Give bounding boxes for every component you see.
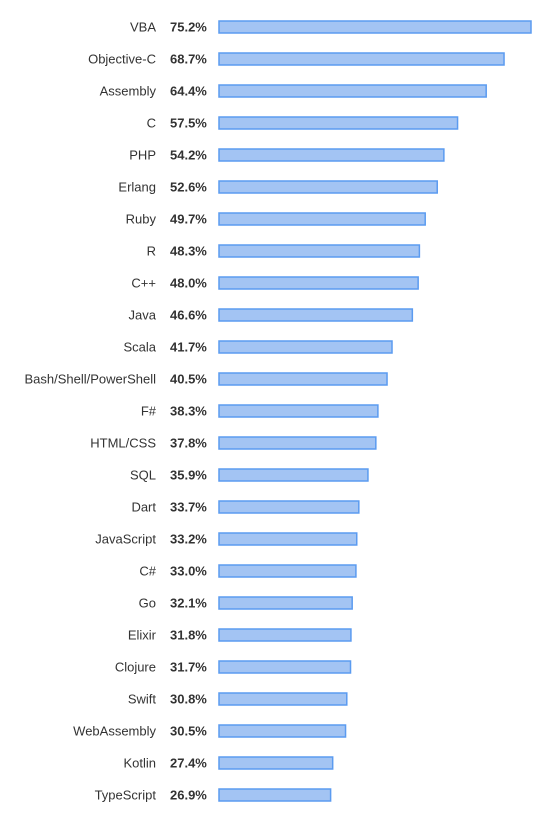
value-label: 68.7% bbox=[170, 52, 207, 67]
value-label: 30.8% bbox=[170, 692, 207, 707]
category-label: Bash/Shell/PowerShell bbox=[24, 372, 156, 387]
value-label: 48.0% bbox=[170, 276, 207, 291]
chart-rows: VBA 75.2% Objective-C 68.7% Assembly 64.4% C 57… bbox=[24, 20, 532, 803]
value-label: 27.4% bbox=[170, 756, 207, 771]
value-label: 31.8% bbox=[170, 628, 207, 643]
bar bbox=[218, 724, 347, 738]
category-label: Ruby bbox=[126, 212, 157, 227]
bar bbox=[218, 660, 352, 674]
bar bbox=[218, 84, 487, 98]
bar bbox=[218, 532, 358, 546]
bar bbox=[218, 20, 532, 34]
category-label: F# bbox=[141, 404, 157, 419]
value-label: 41.7% bbox=[170, 340, 207, 355]
category-label: Java bbox=[129, 308, 157, 323]
category-label: C++ bbox=[131, 276, 156, 291]
bar bbox=[218, 148, 445, 162]
value-label: 57.5% bbox=[170, 116, 207, 131]
bar bbox=[218, 596, 353, 610]
value-label: 48.3% bbox=[170, 244, 207, 259]
bar bbox=[218, 404, 379, 418]
bar bbox=[218, 276, 419, 290]
value-label: 38.3% bbox=[170, 404, 207, 419]
bar bbox=[218, 788, 332, 802]
value-label: 52.6% bbox=[170, 180, 207, 195]
bar bbox=[218, 308, 414, 322]
value-label: 54.2% bbox=[170, 148, 207, 163]
value-label: 40.5% bbox=[170, 372, 207, 387]
bar bbox=[218, 564, 357, 578]
category-label: Elixir bbox=[128, 628, 157, 643]
category-label: Assembly bbox=[100, 84, 157, 99]
category-label: Scala bbox=[123, 340, 156, 355]
category-label: WebAssembly bbox=[73, 724, 156, 739]
bar bbox=[218, 372, 388, 386]
value-label: 33.0% bbox=[170, 564, 207, 579]
bar bbox=[218, 116, 459, 130]
value-label: 33.2% bbox=[170, 532, 207, 547]
value-label: 49.7% bbox=[170, 212, 207, 227]
bar bbox=[218, 52, 505, 66]
category-label: Kotlin bbox=[123, 756, 156, 771]
category-label: VBA bbox=[130, 20, 156, 35]
category-label: JavaScript bbox=[95, 532, 156, 547]
bar bbox=[218, 436, 377, 450]
bar bbox=[218, 340, 393, 354]
value-label: 37.8% bbox=[170, 436, 207, 451]
bar bbox=[218, 628, 352, 642]
category-label: Swift bbox=[128, 692, 157, 707]
category-label: PHP bbox=[129, 148, 156, 163]
category-label: Clojure bbox=[115, 660, 156, 675]
bar bbox=[218, 468, 369, 482]
bar bbox=[218, 212, 426, 226]
bar bbox=[218, 692, 348, 706]
value-label: 26.9% bbox=[170, 788, 207, 803]
bar bbox=[218, 756, 334, 770]
value-label: 75.2% bbox=[170, 20, 207, 35]
value-label: 30.5% bbox=[170, 724, 207, 739]
category-label: Erlang bbox=[118, 180, 156, 195]
value-label: 35.9% bbox=[170, 468, 207, 483]
category-label: Objective-C bbox=[88, 52, 156, 67]
category-label: HTML/CSS bbox=[90, 436, 156, 451]
category-label: Go bbox=[139, 596, 156, 611]
bar bbox=[218, 180, 438, 194]
bar bbox=[218, 500, 360, 514]
category-label: TypeScript bbox=[95, 788, 157, 803]
value-label: 33.7% bbox=[170, 500, 207, 515]
category-label: Dart bbox=[131, 500, 156, 515]
category-label: C# bbox=[139, 564, 156, 579]
category-label: SQL bbox=[130, 468, 156, 483]
category-label: R bbox=[147, 244, 156, 259]
value-label: 32.1% bbox=[170, 596, 207, 611]
bar bbox=[218, 244, 421, 258]
value-label: 64.4% bbox=[170, 84, 207, 99]
value-label: 31.7% bbox=[170, 660, 207, 675]
category-label: C bbox=[147, 116, 156, 131]
value-label: 46.6% bbox=[170, 308, 207, 323]
